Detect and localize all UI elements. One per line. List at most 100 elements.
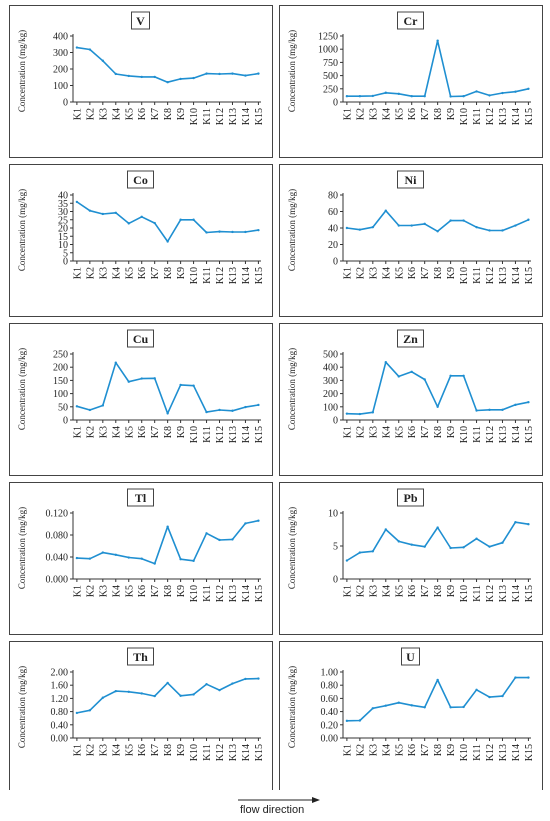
data-point: [462, 374, 465, 377]
x-tick-label: K8: [163, 744, 174, 756]
x-tick-label: K7: [150, 585, 161, 597]
data-point: [410, 704, 413, 707]
data-point: [436, 405, 439, 408]
y-tick-label: 0.000: [46, 575, 69, 586]
y-tick-label: 10: [328, 509, 338, 520]
data-point: [501, 91, 504, 95]
data-point: [192, 559, 195, 563]
data-point: [462, 705, 465, 709]
data-point: [358, 94, 362, 98]
data-point: [345, 412, 349, 415]
x-tick-label: K4: [381, 426, 392, 438]
chart-title-box: [397, 11, 424, 30]
y-tick-label: 300: [53, 48, 68, 59]
data-point: [218, 688, 221, 692]
y-axis-label: Concentration (mg/kg): [17, 348, 27, 430]
x-tick-label: K10: [459, 426, 470, 443]
x-tick-label: K7: [420, 585, 431, 597]
x-tick-label: K12: [215, 267, 226, 284]
y-axis-label: Concentration (mg/kg): [287, 666, 297, 748]
data-point: [423, 222, 426, 226]
x-tick-label: K1: [342, 426, 353, 438]
x-tick-label: K5: [394, 744, 405, 756]
x-tick-label: K10: [459, 744, 470, 761]
x-tick-label: K3: [368, 267, 379, 279]
x-tick-label: K3: [368, 426, 379, 438]
data-point: [88, 209, 92, 212]
chart-title-box: [397, 170, 424, 189]
data-point: [397, 224, 400, 227]
y-tick-label: 500: [323, 350, 338, 361]
data-point: [257, 72, 260, 75]
x-tick-label: K1: [342, 267, 353, 279]
y-tick-label: 0.120: [46, 509, 69, 520]
data-point: [101, 59, 105, 62]
x-tick-label: K2: [85, 744, 96, 756]
x-tick-label: K10: [459, 267, 470, 284]
x-tick-label: K11: [472, 426, 483, 443]
x-tick-label: K7: [420, 744, 431, 756]
data-point: [488, 408, 491, 412]
x-tick-label: K15: [524, 426, 535, 443]
x-tick-label: K6: [407, 744, 418, 756]
data-point: [205, 72, 208, 75]
data-point: [231, 682, 234, 685]
x-tick-label: K14: [241, 744, 252, 761]
x-tick-label: K13: [498, 267, 509, 284]
data-point: [205, 683, 208, 686]
data-point: [397, 540, 400, 543]
y-tick-label: 0: [333, 416, 338, 427]
x-tick-label: K11: [202, 426, 213, 443]
x-tick-label: K3: [98, 267, 109, 279]
chart-panel-th: Th Concentration (mg/kg) 0.00 0.40 0.80 1.20 1…: [9, 641, 273, 790]
data-point: [449, 219, 452, 222]
x-tick-label: K9: [446, 426, 457, 438]
x-tick-label: K3: [98, 426, 109, 438]
data-point: [345, 94, 349, 98]
y-tick-label: 10: [58, 240, 68, 251]
x-tick-label: K13: [228, 585, 239, 602]
x-tick-label: K8: [163, 426, 174, 438]
x-tick-label: K2: [85, 108, 96, 120]
y-tick-label: 80: [328, 191, 338, 202]
y-tick-label: 0.040: [46, 553, 69, 564]
panel-frame: [279, 164, 543, 317]
x-tick-label: K14: [241, 267, 252, 284]
data-point: [462, 94, 465, 98]
y-tick-label: 250: [53, 350, 68, 361]
data-point: [449, 546, 452, 550]
y-tick-label: 0: [63, 416, 68, 427]
y-tick-label: 0.00: [51, 734, 69, 745]
x-tick-label: K15: [254, 585, 265, 602]
x-tick-label: K14: [241, 585, 252, 602]
chart-title-box: [401, 647, 420, 666]
data-point: [127, 556, 130, 559]
data-point: [527, 676, 530, 679]
x-tick-label: K2: [355, 744, 366, 756]
data-point: [514, 224, 517, 227]
x-tick-label: K15: [524, 108, 535, 125]
data-point: [371, 225, 375, 229]
x-tick-label: K12: [215, 585, 226, 602]
data-point: [192, 218, 195, 221]
x-tick-label: K6: [137, 426, 148, 438]
data-point: [371, 707, 375, 710]
y-tick-label: 60: [328, 207, 338, 218]
y-tick-label: 25: [58, 215, 68, 226]
y-tick-label: 40: [58, 191, 68, 202]
data-point: [244, 74, 247, 77]
data-point: [397, 701, 400, 704]
x-tick-label: K3: [368, 108, 379, 120]
y-tick-label: 300: [323, 376, 338, 387]
chart-panel-u: U Concentration (mg/kg) 0.00 0.20 0.40 0.60 0.…: [279, 641, 543, 790]
chart-title-box: [397, 329, 424, 348]
y-tick-label: 20: [58, 224, 68, 235]
y-axis-label: Concentration (mg/kg): [17, 507, 27, 589]
chart-title: Cu: [133, 332, 149, 346]
data-point: [514, 90, 517, 93]
data-point: [192, 76, 195, 80]
x-tick-label: K1: [342, 108, 353, 120]
y-tick-label: 150: [53, 376, 68, 387]
